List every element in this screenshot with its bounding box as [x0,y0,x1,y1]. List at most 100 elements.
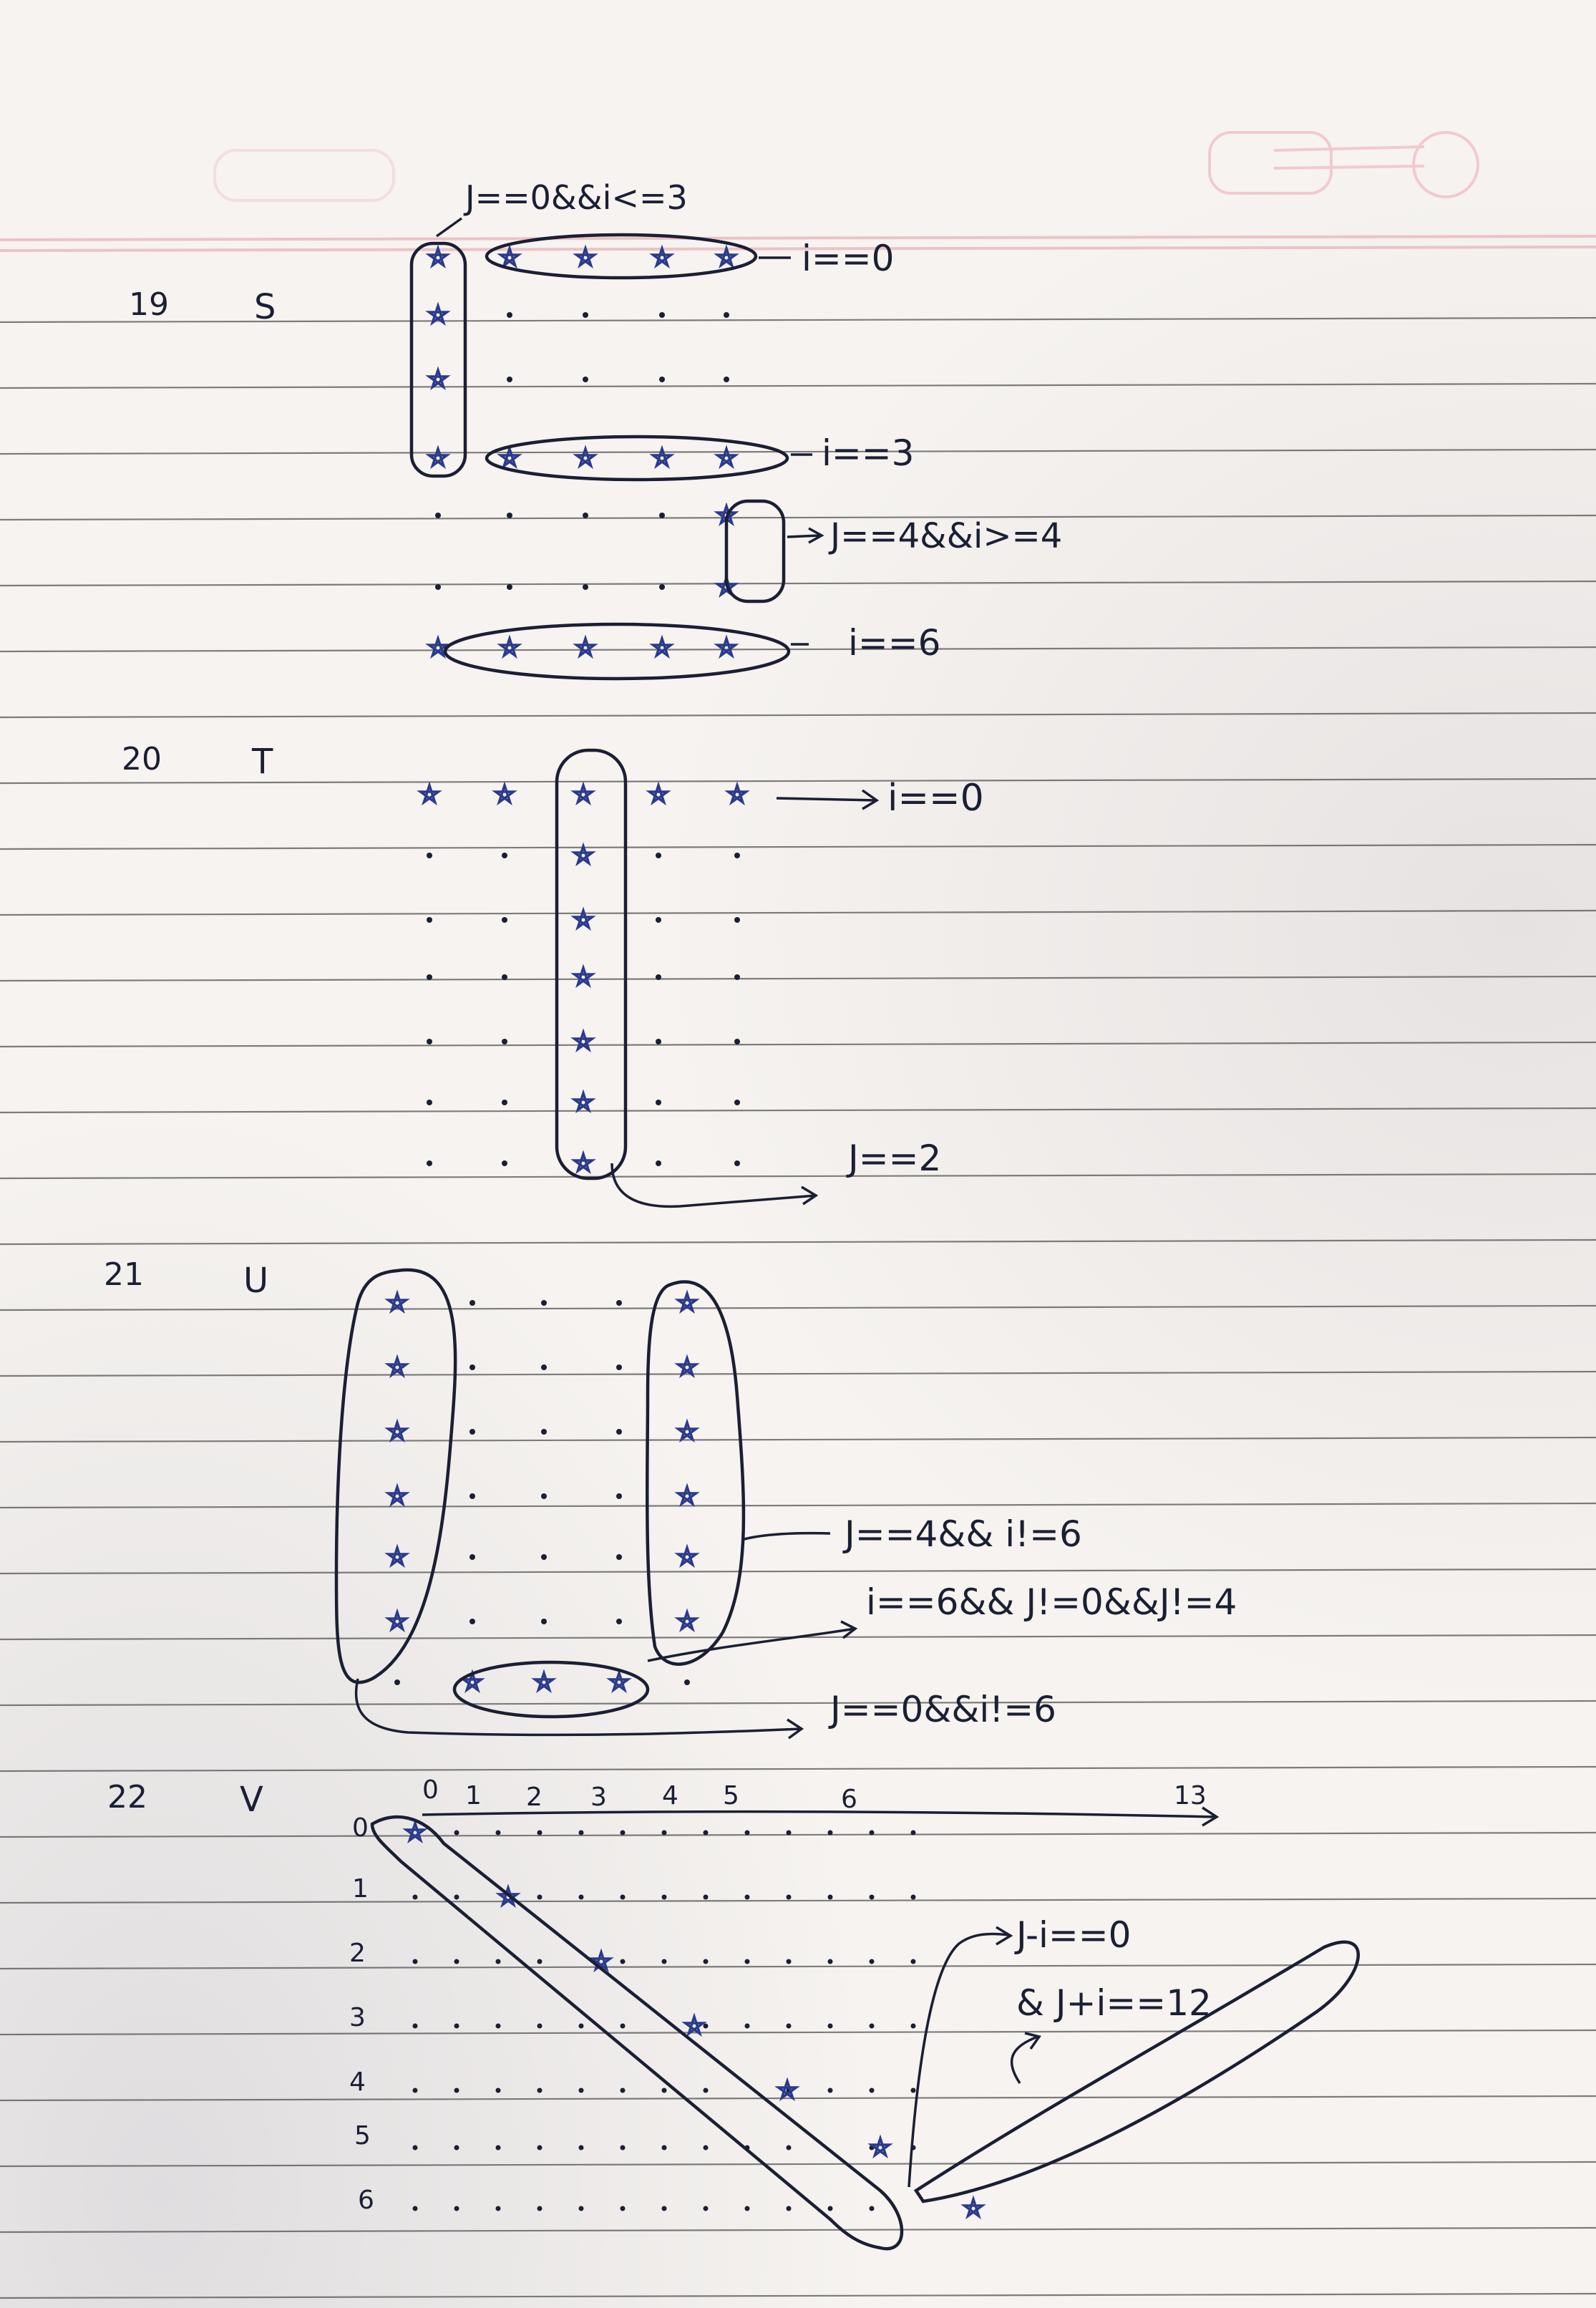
loop-shapes [370,1815,1360,2251]
star-mark [674,1354,700,1379]
grid-dot [620,2145,626,2151]
star-mark [674,1543,700,1568]
grid-dot [583,513,588,518]
column-label: 1 [465,1781,482,1810]
grid-dot [454,2088,459,2093]
pointer-lines [610,789,880,1208]
grid-dot [427,1039,432,1044]
grid-dot [578,2145,584,2151]
star-mark [497,634,522,659]
star-marks [384,1289,700,1694]
grid-dot [734,1160,740,1166]
grid-dot [744,1894,750,1900]
grid-dot [656,1039,661,1044]
grid-dot [541,1300,547,1306]
grid-dot [734,853,740,858]
header-doodle [213,131,1479,202]
column-label: 13 [1174,1781,1207,1810]
pointer-lines [435,217,824,646]
star-mark [384,1418,410,1443]
grid-dot [910,2088,916,2093]
star-mark [497,445,522,470]
grid-dot [454,1959,459,1964]
grid-dot [412,2088,418,2093]
star-mark [384,1543,410,1568]
grid-dot [620,1830,626,1836]
star-mark [402,1819,428,1844]
grid-dot [469,1554,475,1560]
grid-dot [454,1830,459,1836]
star-mark [674,1483,700,1508]
grid-dot [616,1429,622,1435]
loop-left-column [334,1268,457,1684]
grid-dot [703,1894,709,1900]
grid-dot [502,974,507,980]
column-label: 4 [662,1781,678,1810]
grid-dot [427,1160,432,1166]
grid-dot [786,2145,792,2151]
star-marks [417,781,750,1175]
grid-dot [427,974,432,980]
grid-dot [869,1894,875,1900]
loop-middle-row [485,435,789,482]
grid-dot [661,2145,667,2151]
margin-lines [0,235,1596,252]
grid-dot [661,2206,667,2211]
star-marks [425,244,739,659]
column-label: 3 [590,1783,607,1812]
loop-column [555,748,628,1180]
column-label: 5 [723,1781,739,1810]
star-mark [774,2077,800,2102]
loop-left-column [409,241,467,478]
star-mark [714,244,739,269]
grid-dot [620,2023,626,2029]
grid-dot [412,1959,418,1964]
ruled-line [0,975,1596,982]
problem-letter: V [240,1780,263,1820]
ruled-line [0,843,1596,850]
star-mark [674,1289,700,1314]
grid-dot [616,1364,622,1370]
label-j4-i4: J==4&&i>=4 [828,516,1062,556]
grid-dot [827,2023,833,2029]
grid-dot [869,1830,875,1836]
grid-dot [454,1894,459,1900]
grid-dot [537,1830,542,1836]
grid-dot [827,2206,833,2211]
star-mark [417,781,442,806]
grid-dot [661,1959,667,1964]
grid-dot [910,1830,916,1836]
grid-dot [412,2023,418,2029]
grid-dot [454,2206,459,2211]
grid-dot [495,1830,501,1836]
grid-dot [744,2023,750,2029]
label-j-minus-i: J-i==0 [1014,1914,1132,1956]
star-mark [570,781,596,806]
ruled-line [0,646,1596,653]
grid-dot [537,1959,542,1964]
star-mark [724,781,750,806]
grid-dot [469,1493,475,1499]
star-mark [570,1028,596,1053]
grid-dot [659,377,665,382]
star-mark [573,445,598,470]
star-mark [570,906,596,931]
grid-dot [583,584,588,590]
grid-dot [616,1619,622,1624]
grid-dot [734,917,740,923]
ruled-line [0,514,1596,521]
dot-grid [412,1830,916,2211]
grid-dot [541,1364,547,1370]
grid-dot [827,1959,833,1964]
ruled-line [0,2095,1596,2102]
row-label: 0 [352,1813,369,1843]
grid-dot [703,1959,709,1964]
row-label: 3 [349,2003,366,2032]
ruled-line [0,580,1596,587]
grid-dot [583,377,588,382]
label-j2: J==2 [846,1138,941,1179]
grid-dot [656,1100,661,1105]
grid-dot [502,1100,507,1105]
loop-shapes [555,748,628,1180]
